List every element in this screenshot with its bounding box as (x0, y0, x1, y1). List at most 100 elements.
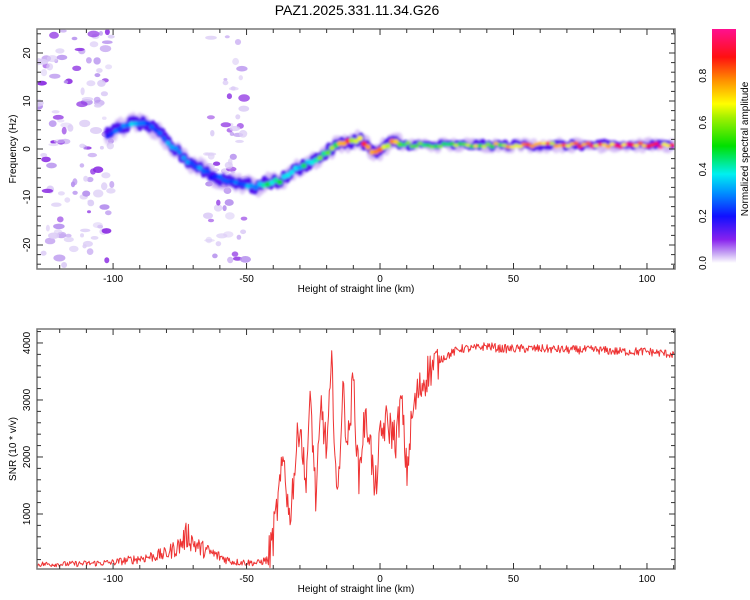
ridge-cell (433, 144, 439, 149)
spectrogram-noise-blob (53, 229, 63, 235)
spectrogram-noise-blob (240, 216, 248, 221)
ridge-cell (485, 142, 491, 147)
ridge-cell (205, 168, 211, 175)
spectrogram-noise-blob (235, 114, 241, 120)
spectrogram-noise-blob (224, 35, 230, 39)
colorbar-tick-label: 0.4 (698, 162, 709, 176)
ridge-cell (633, 143, 640, 148)
spectrogram-noise-blob (49, 73, 61, 79)
ridge-cell (397, 141, 403, 147)
ridge-cell (353, 138, 359, 144)
spectrogram-noise-blob (87, 199, 95, 207)
spectrogram-noise-blob (79, 163, 85, 168)
spectrogram-noise-blob (226, 93, 232, 100)
spectrogram-noise-blob (86, 176, 94, 183)
spectrogram-noise-blob (57, 216, 64, 223)
snr-y-tick-label: 1000 (22, 502, 33, 525)
spectrogram-y-ticks: -20 -10 0 10 20 (22, 33, 675, 265)
spectrogram-noise-blob (236, 65, 248, 72)
ridge-cell (313, 157, 319, 164)
spectrogram-y-tick-label: 20 (22, 47, 33, 59)
spectrogram-noise-blob (92, 222, 103, 229)
ridge-cell (181, 155, 187, 161)
ridge-cell (489, 144, 495, 149)
spectrogram-noise-blob (80, 87, 85, 96)
spectrogram-noise-blob (212, 253, 218, 259)
spectrogram-noise-blob (203, 152, 211, 156)
spectrogram-noise-blob (210, 130, 215, 137)
spectrogram-noise-blob (204, 238, 215, 242)
snr-y-tick-label: 3000 (22, 388, 33, 411)
ridge-cell (357, 135, 363, 141)
spectrogram-noise-blob (238, 75, 243, 81)
spectrogram-x-tick-label: -50 (239, 274, 254, 285)
spectrogram-noise-blob (44, 237, 56, 245)
spectrogram-noise-blob (40, 153, 48, 157)
spectrogram-noise-blob (220, 122, 231, 128)
snr-x-label: Height of straight line (km) (298, 584, 415, 595)
ridge-cell (337, 140, 343, 146)
ridge-cell (589, 144, 595, 148)
spectrogram-noise-blob (41, 188, 54, 193)
spectrogram-noise-blob (224, 161, 233, 169)
ridge-cell (505, 145, 512, 149)
ridge-cell (277, 179, 283, 185)
spectrogram-noise-blob (206, 115, 215, 120)
spectrogram-noise-blob (64, 197, 71, 203)
ridge-cell (493, 141, 499, 146)
ridge-cell (285, 172, 291, 178)
spectrogram-noise-blob (45, 224, 50, 232)
ridge-cell (449, 142, 455, 146)
spectrogram-noise-blob (100, 91, 108, 97)
snr-panel: -100 -50 0 50 100 1000 2000 3000 4000 Height of… (8, 328, 676, 595)
spectrogram-noise-blob (216, 199, 221, 206)
spectrogram-noise-blob (76, 101, 88, 108)
spectrogram-noise-blob (86, 248, 94, 256)
snr-y-ticks: 1000 2000 3000 4000 (22, 331, 675, 561)
spectrogram-noise-blob (46, 55, 59, 63)
ridge-cell (545, 141, 551, 146)
ridge-cell (157, 130, 163, 136)
snr-frame (36, 328, 676, 570)
spectrogram-noise-blob (86, 80, 96, 87)
spectrogram-noise-blob (79, 119, 91, 128)
spectrogram-noise-blob (80, 233, 84, 238)
colorbar: 0.0 0.2 0.4 0.6 0.8 Normalized spectral ampl… (698, 29, 750, 270)
ridge-cell (365, 144, 371, 150)
spectrogram-noise-blob (97, 79, 106, 87)
spectrogram-noise-blob (93, 96, 101, 103)
spectrogram-noise-blob (223, 231, 234, 238)
spectrogram-noise-blob (49, 31, 59, 39)
spectrogram-noise-blob (46, 63, 54, 71)
ridge-cell (145, 120, 151, 126)
spectrogram-noise-blob (51, 202, 62, 207)
ridge-cell (401, 143, 407, 147)
ridge-cell (517, 144, 523, 149)
spectrogram-noise-blob (59, 29, 67, 33)
ridge-cell (201, 168, 207, 174)
ridge-cell (377, 147, 383, 153)
spectrogram-noise-blob (105, 210, 112, 216)
ridge-cell (104, 133, 111, 140)
ridge-cell (177, 149, 183, 155)
spectrogram-noise-blob (225, 212, 235, 220)
ridge-cell (601, 143, 608, 147)
ridge-cell (413, 144, 419, 148)
spectrogram-noise-blob (82, 190, 91, 197)
spectrogram-noise-blob (82, 244, 87, 249)
spectrogram-noise-blob (213, 161, 221, 166)
spectrogram-noise-blob (227, 256, 234, 264)
colorbar-tick-label: 0.2 (698, 209, 709, 223)
spectrogram-noise-blob (230, 86, 236, 91)
spectrogram-noise-blob (213, 204, 223, 212)
spectrogram-noise-blob (99, 45, 112, 53)
spectrogram-noise-blob (53, 254, 66, 262)
snr-x-tick-label: 50 (508, 574, 520, 585)
spectrogram-y-tick-label: -10 (22, 189, 33, 204)
ridge-cell (108, 131, 115, 137)
spectrogram-noise-blob (224, 199, 234, 206)
spectrogram-y-label: Frequency (Hz) (8, 115, 19, 184)
snr-x-tick-label: -100 (103, 574, 123, 585)
spectrogram-noise-blob (90, 168, 96, 175)
